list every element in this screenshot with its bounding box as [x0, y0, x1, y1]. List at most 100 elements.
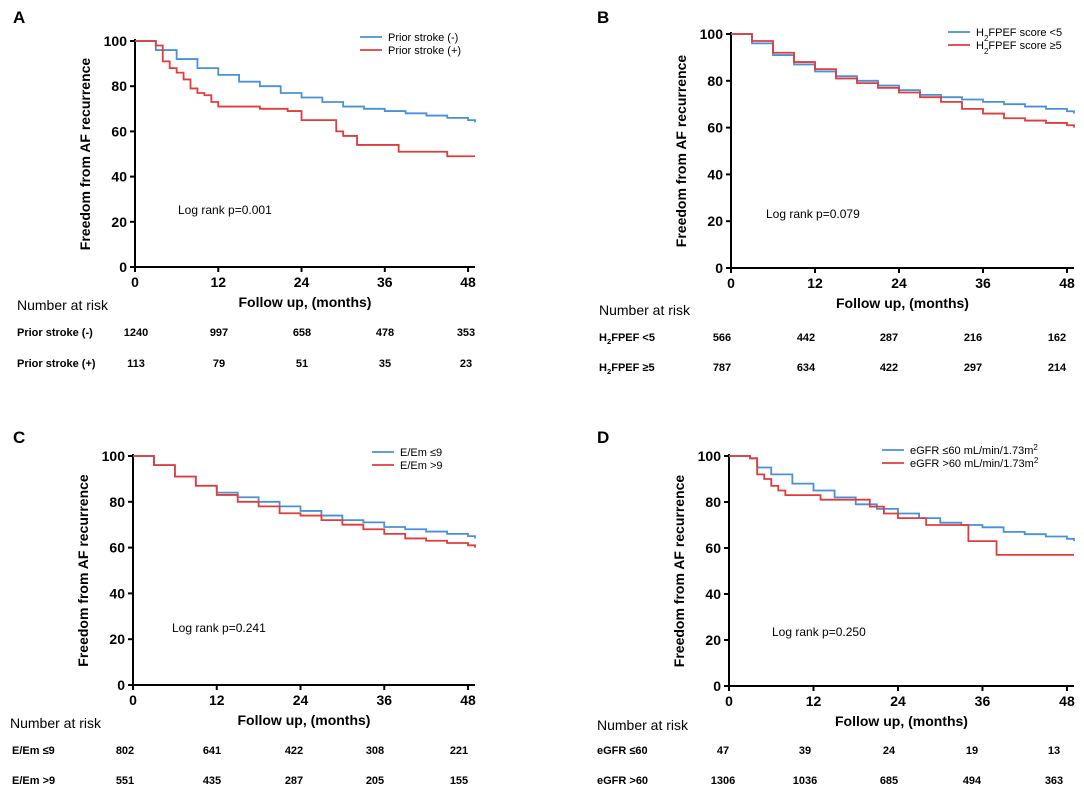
risk-value-b-1-2: 287 [879, 332, 899, 344]
risk-value-d-2-1: 1036 [792, 775, 818, 787]
x-tick-label-d: 12 [806, 693, 822, 709]
y-tick-label-c: 0 [117, 677, 125, 693]
x-tick-label-b: 36 [975, 275, 991, 291]
x-tick-label-b: 48 [1059, 275, 1075, 291]
panel-letter-b: B [597, 8, 610, 27]
x-tick-label-d: 48 [1059, 693, 1075, 709]
risk-value-d-1-1: 39 [798, 745, 812, 757]
y-tick-label-c: 20 [109, 631, 125, 647]
risk-value-c-1-1: 641 [202, 745, 222, 757]
risk-value-a-2-4: 23 [459, 358, 473, 370]
y-tick-label-b: 80 [707, 73, 723, 89]
risk-value-d-1-0: 47 [716, 745, 730, 757]
x-tick-label-c: 12 [209, 692, 225, 708]
risk-label-d-1: eGFR ≤60 [597, 745, 648, 757]
x-tick-label-a: 0 [131, 274, 139, 290]
risk-value-b-2-1: 634 [796, 362, 816, 374]
y-tick-label-a: 20 [111, 214, 127, 230]
risk-value-a-2-2: 51 [295, 358, 309, 370]
risk-header-d: Number at risk [597, 717, 689, 733]
y-axis-title-d: Freedom from AF recurrence [671, 475, 687, 668]
risk-value-b-1-0: 566 [712, 332, 732, 344]
x-tick-label-b: 0 [727, 275, 735, 291]
y-axis-title-a: Freedom from AF recurrence [77, 58, 93, 251]
x-tick-label-c: 0 [129, 692, 137, 708]
legend-label-b-1: H2FPEF score <5 [976, 27, 1062, 43]
risk-value-a-1-3: 478 [375, 327, 395, 339]
x-tick-label-c: 36 [376, 692, 392, 708]
legend-label-a-2: Prior stroke (+) [388, 45, 461, 57]
x-tick-label-b: 12 [807, 275, 823, 291]
logrank-annotation-d: Log rank p=0.250 [772, 625, 866, 639]
risk-value-b-1-3: 216 [963, 332, 983, 344]
x-tick-label-d: 0 [725, 693, 733, 709]
y-tick-label-c: 100 [102, 448, 126, 464]
risk-value-a-2-0: 113 [127, 358, 145, 370]
risk-header-c: Number at risk [10, 715, 102, 731]
risk-label-b-1: H2FPEF <5 [599, 332, 655, 347]
y-tick-label-b: 60 [707, 120, 723, 136]
panel-letter-c: C [13, 428, 26, 447]
risk-value-d-2-2: 685 [879, 775, 899, 787]
x-axis-title-d: Follow up, (months) [835, 713, 968, 729]
risk-value-a-2-3: 35 [378, 358, 392, 370]
risk-value-c-2-4: 155 [449, 775, 469, 787]
risk-value-d-2-0: 1306 [710, 775, 736, 787]
y-tick-label-d: 80 [705, 494, 721, 510]
risk-value-c-1-3: 308 [365, 745, 385, 757]
series-line-a-2 [135, 40, 475, 158]
x-tick-label-b: 24 [891, 275, 907, 291]
logrank-annotation-b: Log rank p=0.079 [766, 207, 860, 221]
series-line-b-2 [731, 33, 1075, 128]
y-tick-label-b: 20 [707, 213, 723, 229]
x-tick-label-a: 36 [377, 274, 393, 290]
risk-value-c-1-2: 422 [284, 745, 304, 757]
risk-label-a-1: Prior stroke (-) [17, 327, 93, 339]
y-tick-label-d: 0 [713, 678, 721, 694]
y-tick-label-b: 0 [715, 260, 723, 276]
risk-value-a-1-2: 658 [292, 327, 312, 339]
risk-label-b-2: H2FPEF ≥5 [599, 362, 655, 377]
risk-value-b-2-3: 297 [963, 362, 983, 374]
logrank-annotation-c: Log rank p=0.241 [172, 621, 266, 635]
y-tick-label-a: 100 [104, 33, 128, 49]
risk-value-a-1-4: 353 [456, 327, 476, 339]
series-line-d-2 [729, 455, 1074, 556]
legend-label-c-2: E/Em >9 [400, 460, 443, 472]
x-tick-label-d: 24 [890, 693, 906, 709]
y-tick-label-d: 100 [698, 448, 722, 464]
y-tick-label-d: 20 [705, 632, 721, 648]
risk-value-b-2-2: 422 [879, 362, 899, 374]
y-tick-label-a: 40 [111, 169, 127, 185]
legend-label-a-1: Prior stroke (-) [388, 32, 458, 44]
risk-value-d-1-3: 19 [965, 745, 979, 757]
risk-label-c-2: E/Em >9 [12, 775, 56, 787]
risk-value-d-2-4: 363 [1044, 775, 1064, 787]
risk-value-c-2-1: 435 [202, 775, 222, 787]
risk-label-c-1: E/Em ≤9 [12, 745, 55, 757]
legend-label-d-1: eGFR ≤60 mL/min/1.73m2 [910, 443, 1038, 458]
risk-value-a-1-1: 997 [209, 327, 229, 339]
risk-value-a-2-1: 79 [212, 358, 226, 370]
risk-value-b-1-1: 442 [796, 332, 816, 344]
y-tick-label-a: 80 [111, 78, 127, 94]
legend-label-c-1: E/Em ≤9 [400, 447, 442, 459]
y-tick-label-c: 40 [109, 585, 125, 601]
x-axis-title-b: Follow up, (months) [836, 295, 969, 311]
y-tick-label-a: 0 [119, 259, 127, 275]
x-tick-label-d: 36 [975, 693, 991, 709]
risk-header-a: Number at risk [17, 297, 109, 313]
legend-label-b-2: H2FPEF score ≥5 [976, 40, 1062, 56]
risk-value-d-2-3: 494 [962, 775, 982, 787]
x-tick-label-a: 12 [210, 274, 226, 290]
y-tick-label-d: 60 [705, 540, 721, 556]
risk-value-b-2-4: 214 [1047, 362, 1067, 374]
legend-label-d-2: eGFR >60 mL/min/1.73m2 [910, 456, 1039, 471]
panel-letter-a: A [13, 8, 26, 27]
risk-value-b-1-4: 162 [1047, 332, 1067, 344]
risk-value-c-2-2: 287 [284, 775, 304, 787]
risk-label-d-2: eGFR >60 [597, 775, 649, 787]
y-tick-label-b: 100 [700, 26, 724, 42]
